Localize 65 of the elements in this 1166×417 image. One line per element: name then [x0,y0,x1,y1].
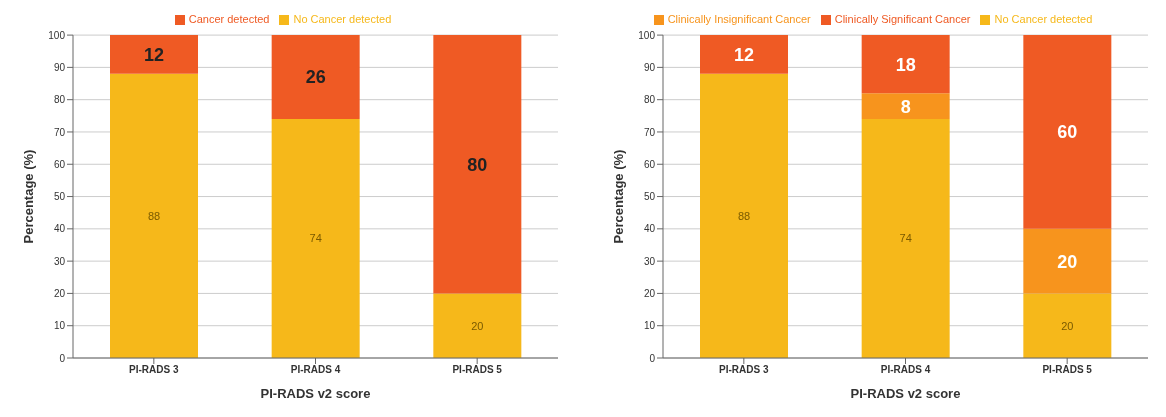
data-label: 8 [900,96,911,117]
y-tick-label: 100 [638,29,656,41]
y-tick-label: 100 [48,29,66,41]
legend-label: Clinically Significant Cancer [834,13,971,25]
y-tick-label: 60 [643,158,656,170]
bar [110,73,198,358]
y-tick-label: 0 [59,352,66,364]
bar [1023,35,1112,229]
data-label: 60 [1057,122,1078,143]
data-label: 88 [147,209,161,222]
data-label: 20 [1061,319,1074,332]
y-tick-label: 30 [643,255,656,267]
bar [1023,228,1112,294]
data-label: 26 [305,67,326,88]
y-tick-label: 70 [643,126,656,138]
x-axis-title: PI-RADS v2 score [260,386,371,401]
y-tick-label: 70 [53,126,66,138]
legend-label: Cancer detected [188,13,270,25]
bar [700,35,788,74]
y-tick-label: 50 [53,191,66,203]
legend-label: No Cancer detected [293,13,392,25]
x-tick-label: PI-RADS 3 [719,364,769,376]
bar [1023,293,1112,358]
data-label: 88 [737,209,751,222]
y-tick-label: 0 [649,352,656,364]
y-tick-label: 90 [643,61,656,73]
bar [271,35,360,120]
y-axis-title: Percentage (%) [20,149,36,244]
x-axis-title: PI-RADS v2 score [850,386,961,401]
bar [433,293,522,358]
y-tick-label: 80 [53,94,66,106]
x-tick-label: PI-RADS 4 [880,364,931,376]
bar [433,35,522,294]
bar [861,119,950,358]
bar [110,35,198,74]
data-label: 74 [309,232,322,245]
y-tick-label: 80 [643,94,656,106]
data-label: 18 [895,54,916,75]
y-tick-label: 10 [53,320,66,332]
y-tick-label: 60 [53,158,66,170]
x-tick-label: PI-RADS 5 [452,364,503,376]
data-label: 74 [899,232,912,245]
data-label: 20 [1057,251,1078,272]
y-tick-label: 20 [53,287,66,299]
legend-label: Clinically Insignificant Cancer [667,13,811,25]
x-tick-label: PI-RADS 3 [129,364,179,376]
y-tick-label: 90 [53,61,66,73]
legend-label: No Cancer detected [994,13,1093,25]
bar [700,73,788,358]
bar [861,35,950,94]
y-tick-label: 10 [643,320,656,332]
y-axis-title: Percentage (%) [610,149,626,244]
bar [271,119,360,358]
y-tick-label: 30 [53,255,66,267]
y-tick-label: 50 [643,191,656,203]
data-label: 12 [733,44,755,65]
x-tick-label: PI-RADS 4 [290,364,341,376]
x-tick-label: PI-RADS 5 [1042,364,1093,376]
y-tick-label: 40 [643,223,656,235]
data-label: 80 [467,154,488,175]
y-tick-label: 20 [643,287,656,299]
bar [861,93,950,120]
y-tick-label: 40 [53,223,66,235]
data-label: 20 [471,319,484,332]
data-label: 12 [143,44,165,65]
